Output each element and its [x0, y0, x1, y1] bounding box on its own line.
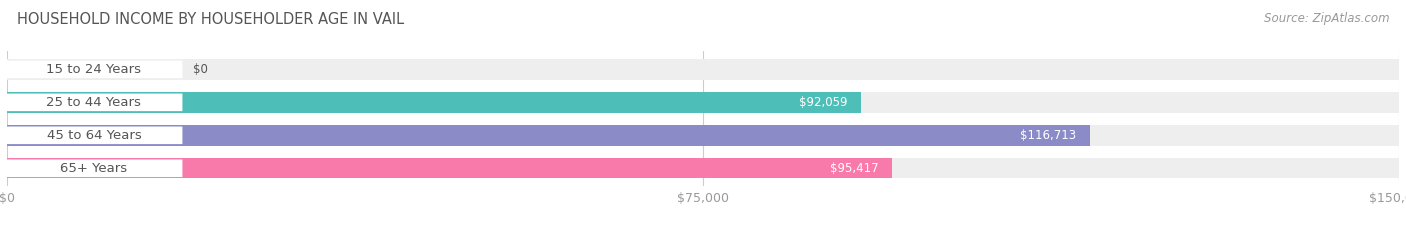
- Text: $92,059: $92,059: [799, 96, 848, 109]
- FancyBboxPatch shape: [0, 61, 183, 78]
- Bar: [7, 92, 1399, 113]
- Bar: [7, 59, 1399, 80]
- FancyBboxPatch shape: [0, 94, 183, 111]
- Text: $0: $0: [193, 63, 208, 76]
- Text: 65+ Years: 65+ Years: [60, 162, 128, 175]
- Text: $95,417: $95,417: [830, 162, 879, 175]
- Text: 45 to 64 Years: 45 to 64 Years: [46, 129, 141, 142]
- Text: 25 to 44 Years: 25 to 44 Years: [46, 96, 142, 109]
- FancyBboxPatch shape: [0, 159, 183, 177]
- Bar: [7, 92, 862, 113]
- Bar: [7, 158, 1399, 178]
- Text: HOUSEHOLD INCOME BY HOUSEHOLDER AGE IN VAIL: HOUSEHOLD INCOME BY HOUSEHOLDER AGE IN V…: [17, 12, 404, 27]
- Bar: [7, 125, 1399, 146]
- Bar: [7, 125, 1090, 146]
- Bar: [7, 158, 893, 178]
- Text: Source: ZipAtlas.com: Source: ZipAtlas.com: [1264, 12, 1389, 25]
- Text: $116,713: $116,713: [1019, 129, 1076, 142]
- FancyBboxPatch shape: [0, 127, 183, 144]
- Text: 15 to 24 Years: 15 to 24 Years: [46, 63, 142, 76]
